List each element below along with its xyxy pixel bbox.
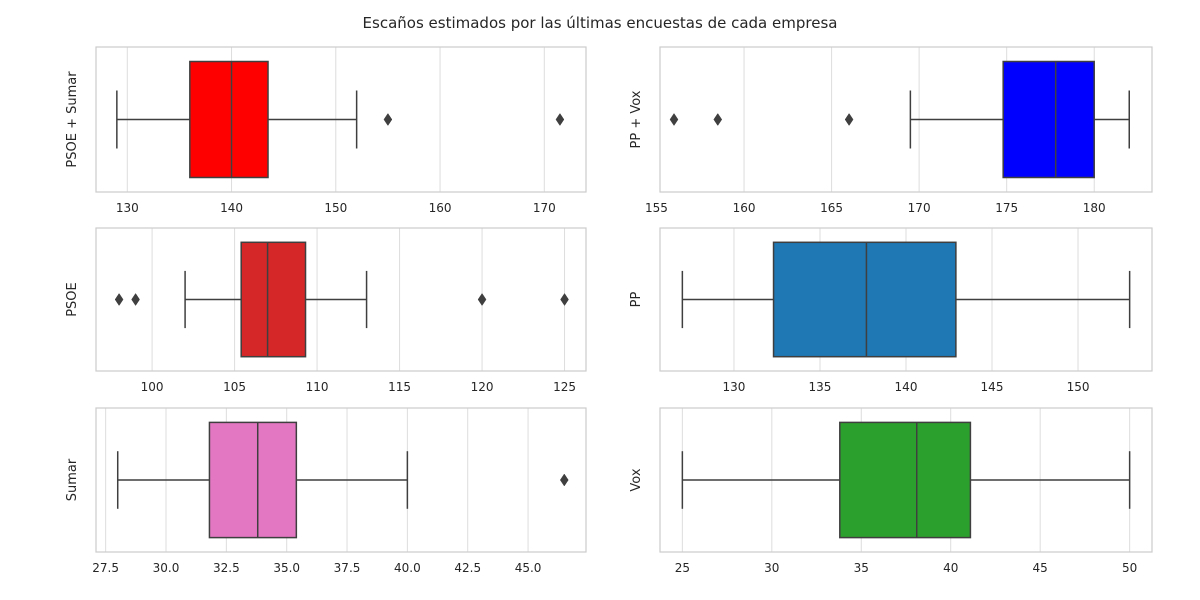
x-tick-label: 50: [1122, 561, 1137, 575]
x-tick-label: 32.5: [213, 561, 240, 575]
x-tick-label: 120: [471, 380, 494, 394]
axes-frame: [95, 46, 587, 193]
x-tick-label: 42.5: [454, 561, 481, 575]
box-iqr: [240, 241, 307, 358]
outlier-point: [131, 293, 140, 306]
x-tick-label: 140: [895, 380, 918, 394]
x-tick-label: 105: [223, 380, 246, 394]
y-axis-label: PP + Vox: [629, 90, 644, 148]
y-axis-label: PSOE + Sumar: [65, 71, 80, 168]
y-axis-label: PSOE: [65, 282, 80, 317]
figure-title: Escaños estimados por las últimas encues…: [362, 14, 838, 32]
outlier-point: [844, 113, 854, 126]
axes-frame: [95, 227, 587, 372]
x-tick-label: 155: [645, 201, 668, 215]
x-tick-label: 110: [306, 380, 329, 394]
axes-frame: [659, 46, 1153, 193]
x-tick-label: 100: [141, 380, 164, 394]
x-tick-label: 40: [943, 561, 958, 575]
x-tick-label: 135: [809, 380, 832, 394]
x-tick-label: 35: [854, 561, 869, 575]
x-tick-label: 115: [388, 380, 411, 394]
x-tick-label: 160: [733, 201, 756, 215]
box-iqr: [839, 421, 972, 539]
x-tick-label: 130: [116, 201, 139, 215]
y-axis-label: Sumar: [65, 458, 80, 501]
box-iqr: [189, 60, 269, 179]
x-tick-label: 40.0: [394, 561, 421, 575]
x-tick-label: 175: [995, 201, 1018, 215]
x-tick-label: 25: [675, 561, 690, 575]
x-tick-label: 140: [220, 201, 243, 215]
axes-frame: [659, 407, 1153, 553]
x-tick-label: 30: [764, 561, 779, 575]
x-tick-label: 150: [324, 201, 347, 215]
outlier-point: [383, 113, 393, 126]
x-tick-label: 35.0: [273, 561, 300, 575]
x-tick-label: 165: [820, 201, 843, 215]
x-tick-label: 130: [723, 380, 746, 394]
box-iqr: [772, 241, 957, 358]
y-axis-label: PP: [629, 292, 644, 308]
x-tick-label: 180: [1083, 201, 1106, 215]
axes-frame: [659, 227, 1153, 372]
x-tick-label: 160: [429, 201, 452, 215]
outlier-point: [477, 293, 487, 306]
box-iqr: [208, 421, 298, 539]
x-tick-label: 45: [1033, 561, 1048, 575]
x-tick-label: 145: [981, 380, 1004, 394]
outlier-point: [713, 113, 723, 126]
outlier-point: [560, 293, 569, 306]
box-iqr: [1002, 60, 1095, 179]
outlier-point: [114, 293, 124, 306]
x-tick-label: 27.5: [92, 561, 119, 575]
x-tick-label: 170: [908, 201, 931, 215]
x-tick-label: 45.0: [515, 561, 542, 575]
x-tick-label: 150: [1067, 380, 1090, 394]
x-tick-label: 170: [533, 201, 556, 215]
x-tick-label: 125: [553, 380, 576, 394]
x-tick-label: 30.0: [153, 561, 180, 575]
axes-frame: [95, 407, 587, 553]
x-tick-label: 37.5: [334, 561, 361, 575]
outlier-point: [559, 473, 569, 487]
y-axis-label: Vox: [629, 468, 644, 491]
outlier-point: [555, 113, 565, 126]
outlier-point: [669, 113, 679, 126]
